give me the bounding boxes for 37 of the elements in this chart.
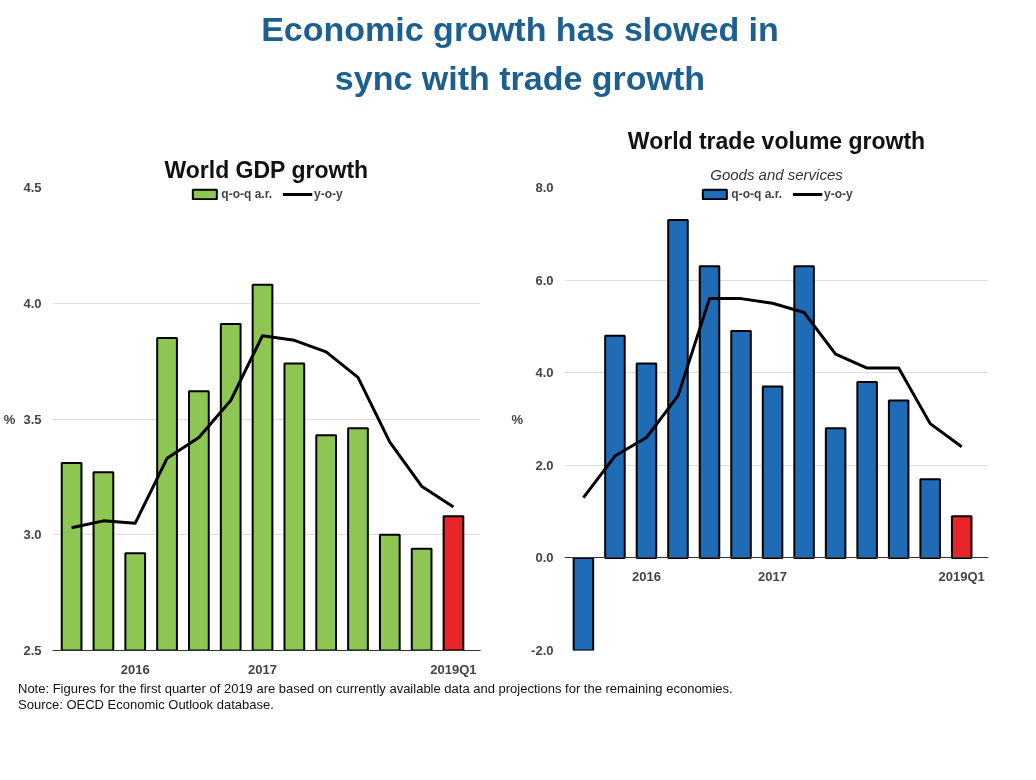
x-tick-label: 2016 [632, 568, 661, 584]
bar [730, 330, 752, 559]
x-tick-label: 2017 [248, 661, 277, 677]
bar [824, 427, 847, 559]
legend-label: y-o-y [824, 187, 853, 201]
x-tick-label: 2019Q1 [430, 661, 477, 677]
y-tick-label: 2.5 [23, 643, 42, 658]
x-tick-label: 2016 [120, 661, 150, 677]
bar [950, 515, 973, 559]
bar [572, 556, 595, 651]
y-tick-label: 3.0 [23, 527, 42, 543]
y-tick-label: -2.0 [531, 643, 554, 658]
y-tick-label: 4.0 [23, 295, 42, 311]
bar [887, 399, 910, 559]
chart-title: World GDP growth [164, 156, 369, 183]
y-tick-label: 0.0 [535, 550, 554, 566]
bar [856, 380, 878, 559]
y-tick-label: 4.0 [535, 365, 554, 381]
x-tick-label: 2019Q1 [938, 568, 985, 584]
chart-title: World trade volume growth [627, 127, 926, 154]
source-note: Source: OECD Economic Outlook database. [18, 696, 274, 714]
y-tick-label: 6.0 [535, 272, 554, 288]
legend-label: y-o-y [314, 187, 343, 201]
text: Note: Figures for the first quarter of 2019 are based on currently available data and projections for the remaining economies. [18, 680, 733, 698]
y-tick-label: 8.0 [535, 180, 554, 195]
text: Economic growth has slowed in sync with trade growth [260, 9, 780, 99]
chart-subtitle: Goods and services [710, 165, 844, 183]
bar [761, 385, 784, 559]
y-tick-label: 3.5 [23, 411, 42, 427]
y-tick-label: 2.0 [535, 457, 554, 473]
y-tick-label: 4.5 [23, 180, 42, 195]
bar [919, 478, 941, 559]
legend-label: q-o-q a.r. [731, 187, 782, 201]
y-axis-title: % [3, 411, 16, 427]
legend-label: q-o-q a.r. [221, 187, 272, 201]
y-axis-title: % [511, 411, 524, 427]
x-tick-label: 2017 [758, 568, 788, 584]
